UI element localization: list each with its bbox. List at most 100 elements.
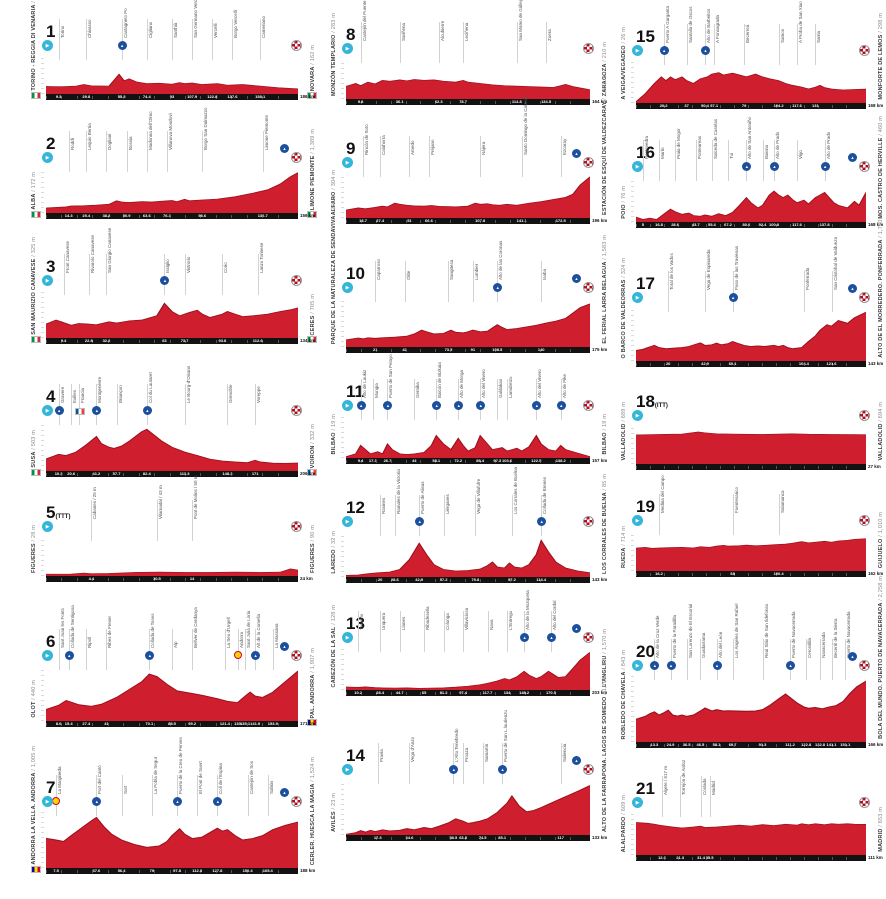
- profile-outline: [346, 539, 590, 576]
- finish-city-name: MADRID: [877, 828, 884, 852]
- waypoint-label: Préjano: [429, 139, 435, 155]
- climb-category-icon: ▲: [64, 651, 74, 660]
- stage-3-profile: SAN MAURIZIO CANAVESE / 325 m CERES / 705…: [30, 228, 318, 349]
- waypoint-line: [516, 22, 518, 63]
- waypoint-line: [778, 494, 780, 535]
- elevation-axis-ticks: [41, 537, 44, 576]
- ad-flag-icon-start: [31, 866, 41, 873]
- climb-category-icon: ▲: [650, 661, 660, 670]
- waypoint-line: [404, 261, 406, 302]
- start-city-name: ROBLEDO DE CHAVELA: [621, 671, 627, 739]
- waypoint-line: [424, 611, 426, 652]
- stage-chart: 16 Pontevedra Marín Praia de Mogor Pontearea…: [631, 117, 883, 233]
- stage-start-icon: ▶: [342, 157, 353, 168]
- waypoint-line: [262, 131, 264, 172]
- waypoint-line: [184, 254, 186, 295]
- profile-fill: [636, 538, 866, 571]
- stage-15-profile: A VEIGA/VEGADEO / 26 m MONFORTE DE LEMOS …: [620, 1, 886, 114]
- waypoint-label: Puertu de San L.laurienzu: [503, 709, 509, 762]
- waypoint-line: [245, 629, 247, 670]
- profile-fill: [46, 172, 298, 213]
- stage-number-text: 10: [346, 264, 365, 283]
- finish-city-label: ESTACIÓN DE ESQUÍ DE VALDEZCARAY / 1,553…: [602, 75, 609, 215]
- start-city-label: SUSA / 503 m: [31, 430, 38, 468]
- waypoint-label: Bellver de Cerdanya: [193, 607, 199, 648]
- stage-2-profile: ALBA / 172 m LIMONE PIEMONTE / 1,389 m 2 Ro…: [30, 107, 318, 224]
- waypoint-label: Caparroso: [376, 258, 382, 280]
- waypoint-line: [212, 19, 214, 60]
- km-axis-ticks: [346, 220, 576, 223]
- waypoint-line: [762, 140, 764, 181]
- stage-number-text: 15: [636, 27, 655, 46]
- waypoint-line: [202, 131, 204, 172]
- waypoint-label: Exilles: [72, 389, 78, 403]
- waypoint-line: [58, 384, 60, 425]
- waypoint-line: [480, 136, 482, 177]
- finish-city-name: NOVARA: [309, 66, 316, 91]
- profile-outline: [636, 680, 866, 720]
- total-distance-label: 206 km: [300, 471, 316, 476]
- profile-outline: [346, 303, 590, 341]
- ad-flag-icon-finish: [307, 719, 317, 726]
- waypoint-line: [482, 743, 484, 784]
- waypoint-line: [560, 743, 562, 784]
- waypoint-label: Gravere: [59, 386, 65, 403]
- waypoint-label: Voreppe: [256, 386, 262, 403]
- profile-fill: [346, 176, 590, 218]
- finish-city-altitude: / 1,583 m: [601, 235, 608, 262]
- elevation-profile-area: [346, 79, 590, 99]
- finish-city-altitude: / 460 m: [877, 116, 884, 138]
- waypoint-line: [121, 775, 123, 816]
- waypoint-label: Villaviciosa: [464, 607, 470, 630]
- profile-fill: [346, 79, 590, 99]
- waypoint-line: [409, 743, 411, 784]
- stage-number: 10: [346, 265, 365, 282]
- stage-number-text: 12: [346, 498, 365, 517]
- climb-category-icon: ▲: [160, 276, 170, 285]
- waypoint-line: [192, 500, 194, 541]
- elevation-axis-ticks: [341, 173, 344, 218]
- stage-21-profile: ALALPARDO / 609 m MADRID / 653 m 21 Algete …: [620, 760, 886, 866]
- waypoint-line: [797, 140, 798, 181]
- waypoint-label: Ponferrada: [804, 267, 810, 290]
- climb-category-icon: ▲: [520, 633, 530, 642]
- start-city-altitude: / 32 m: [331, 531, 337, 550]
- waypoint-line: [184, 384, 186, 425]
- km-axis-ticks: [46, 340, 284, 343]
- waypoint-line: [86, 629, 88, 670]
- km-axis-ticks: [636, 105, 852, 108]
- waypoint-label: Alto de Prado: [825, 131, 831, 159]
- finish-city-label: PAL. ANDORRA / 1,907 m: [310, 648, 317, 718]
- waypoint-line: [705, 24, 706, 65]
- finish-climb-category-icon: ▲: [848, 652, 857, 661]
- profile-fill: [46, 671, 298, 721]
- total-distance-label: 133 km: [592, 835, 608, 840]
- stage-number: 7: [46, 779, 55, 796]
- finish-city-altitude: / 653 m: [877, 807, 884, 829]
- start-city-name: VALLADOLID: [621, 423, 627, 461]
- waypoint-label: Collada de Toses: [150, 613, 156, 648]
- waypoint-line: [668, 271, 670, 312]
- start-city-label: ALBA / 172 m: [31, 172, 38, 210]
- finish-city-name: CERLER. HUESCA LA MAGIA: [309, 783, 316, 865]
- profile-outline: [46, 302, 298, 326]
- waypoint-label: Madonna dell'Olmo: [147, 111, 153, 150]
- waypoint-line: [541, 495, 543, 536]
- profile-fill: [46, 817, 298, 868]
- finish-city-label: MOS. CASTRO DE HERVILLE / 460 m: [877, 116, 885, 219]
- start-city-label: CABEZÓN DE LA SAL / 128 m: [331, 605, 338, 687]
- start-city-label: SAN MAURIZIO CANAVESE / 325 m: [31, 237, 38, 335]
- waypoint-label: Los Ángeles de San Rafael: [733, 603, 739, 658]
- elevation-profile-area: [46, 670, 298, 721]
- waypoint-line: [172, 19, 173, 60]
- waypoint-line: [272, 629, 274, 670]
- waypoint-label: Sariñena: [400, 22, 406, 41]
- waypoint-line: [831, 271, 833, 312]
- waypoint-line: [732, 271, 734, 312]
- waypoint-label: Alto del León: [717, 631, 723, 658]
- waypoint-line: [815, 24, 817, 65]
- elevation-profile-area: [46, 73, 298, 94]
- stage-start-icon: ▶: [42, 650, 53, 661]
- climb-category-icon: ▲: [659, 46, 669, 55]
- waypoint-label: Col du Lautaret: [147, 372, 153, 403]
